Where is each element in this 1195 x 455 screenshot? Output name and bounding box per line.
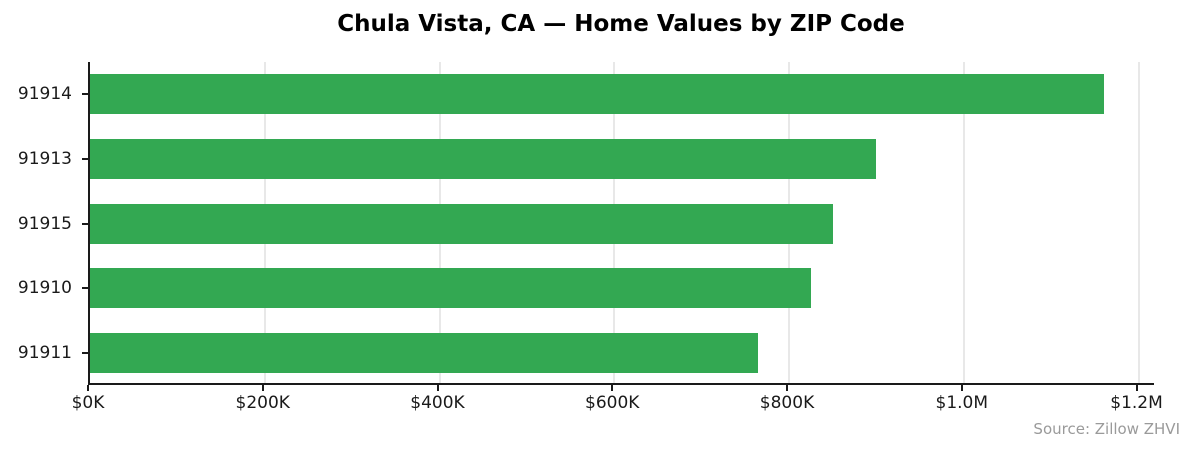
chart-title: Chula Vista, CA — Home Values by ZIP Cod… [337,11,905,37]
y-axis-tick [82,222,88,225]
x-axis-tick [611,385,614,391]
x-axis-tick [87,385,89,391]
x-tick-label: $200K [235,393,290,413]
grid-line [1137,62,1140,383]
bar-91911 [90,332,759,373]
y-axis-tick [82,157,88,160]
x-tick-label: $1.0M [935,393,989,413]
bar-91915 [90,203,833,244]
y-tick-label: 91911 [17,342,72,363]
x-axis-tick [1135,385,1138,391]
x-tick-label: $400K [410,393,465,413]
x-tick-label: $0K [71,393,105,413]
x-axis-tick [960,385,963,391]
bar-91914 [90,74,1104,115]
plot-area [88,62,1154,385]
x-axis-tick [786,385,789,391]
y-axis-tick [82,351,88,354]
bar-91910 [90,268,811,309]
x-tick-label: $800K [759,393,815,413]
x-axis-tick [436,385,439,391]
bar-91913 [90,138,877,179]
grid-line [962,62,965,383]
y-tick-label: 91914 [17,84,72,105]
y-axis-tick [82,93,88,96]
y-tick-label: 91915 [17,213,72,234]
x-tick-label: $600K [585,393,640,413]
y-tick-label: 91913 [17,148,72,169]
x-axis-tick [261,385,264,391]
y-axis-tick [82,287,88,290]
y-tick-label: 91910 [17,278,72,299]
x-tick-label: $1.2M [1110,393,1163,413]
source-note: Source: Zillow ZHVI [1033,420,1180,438]
